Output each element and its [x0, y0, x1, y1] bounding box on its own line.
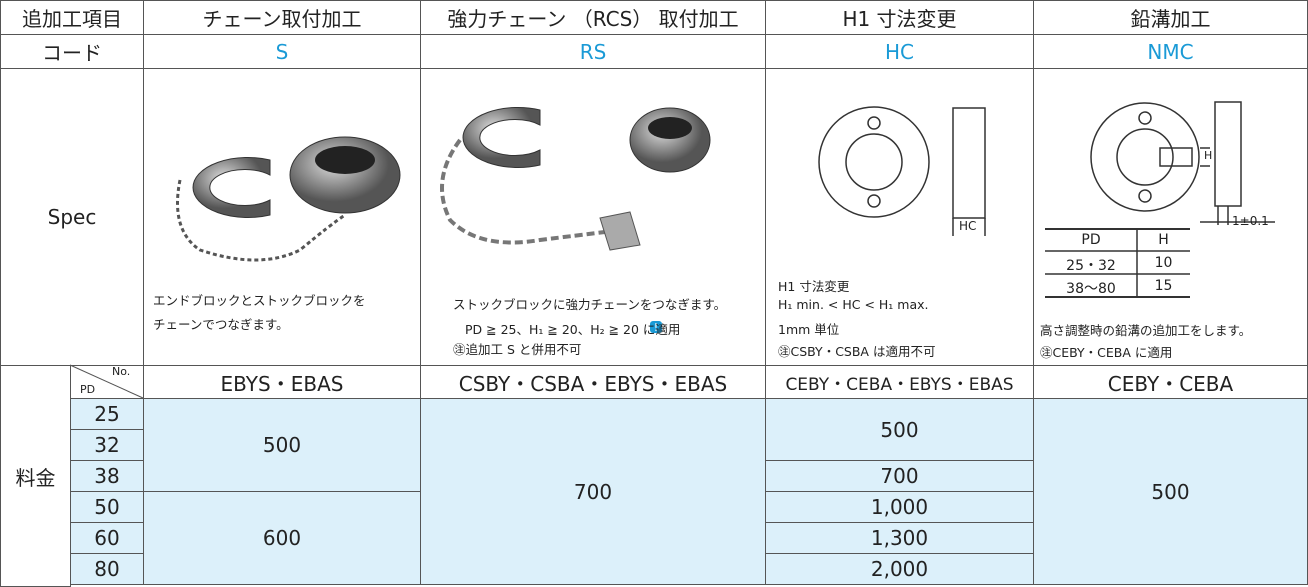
- price-cell: 2,000: [765, 553, 1034, 585]
- model-cell: CEBY・CEBA・EBYS・EBAS: [765, 365, 1034, 399]
- mini-table-cell: 38～80: [1066, 281, 1116, 297]
- price-cell: 700: [765, 460, 1034, 492]
- price-cell: 500: [143, 398, 421, 492]
- corner-no: No.: [112, 365, 131, 378]
- spec-text: ㊟追加工 S と併用不可: [453, 342, 582, 357]
- model-cell: CEBY・CEBA: [1033, 365, 1308, 399]
- svg-text:!: !: [654, 321, 658, 334]
- dimension-label: H: [1204, 149, 1213, 162]
- price-cell: 1,300: [765, 522, 1034, 554]
- pd-cell: 32: [70, 429, 144, 461]
- spec-text: H₁ min. < HC < H₁ max.: [778, 297, 929, 312]
- spec-text: 高さ調整時の鉛溝の追加工をします。: [1040, 323, 1252, 338]
- mini-table-cell: 15: [1154, 278, 1173, 294]
- mini-table-header: PD: [1081, 232, 1101, 248]
- spec-text: ㊟CSBY・CSBA は適用不可: [778, 344, 936, 359]
- price-cell: 500: [1033, 398, 1308, 585]
- spec-text: 1mm 単位: [778, 322, 840, 337]
- price-cell: 600: [143, 491, 421, 585]
- spec-text: H1 寸法変更: [778, 279, 850, 294]
- price-cell: 500: [765, 398, 1034, 461]
- spec-text: チェーンでつなぎます。: [153, 317, 289, 332]
- pd-cell: 80: [70, 553, 144, 585]
- spec-text: ストックブロックに強力チェーンをつなぎます。: [453, 297, 727, 312]
- pd-cell: 50: [70, 491, 144, 523]
- pd-cell: 60: [70, 522, 144, 554]
- dimension-label: HC: [959, 219, 977, 233]
- price-label: 料金: [0, 365, 71, 587]
- price-cell: 1,000: [765, 491, 1034, 523]
- model-cell: EBYS・EBAS: [143, 365, 421, 399]
- mini-table-cell: 10: [1154, 255, 1173, 271]
- corner-pd: PD: [80, 383, 96, 396]
- code-label: コード: [0, 34, 144, 69]
- spec-text: エンドブロックとストックブロックを: [153, 293, 366, 308]
- header-cell: 強力チェーン （RCS） 取付加工: [420, 0, 766, 35]
- code: HC: [765, 34, 1034, 69]
- mini-table-cell: 25・32: [1066, 258, 1116, 274]
- dimension-label: 1±0.1: [1232, 214, 1269, 228]
- spec-text: ㊟CEBY・CEBA に適用: [1040, 345, 1173, 360]
- pd-cell: 25: [70, 398, 144, 430]
- pd-cell: 38: [70, 460, 144, 492]
- mini-table-header: H: [1158, 232, 1169, 248]
- spec-text: PD ≧ 25、H₁ ≧ 20、H₂ ≧ 20 に適用: [465, 322, 681, 337]
- model-cell: CSBY・CSBA・EBYS・EBAS: [420, 365, 766, 399]
- price-cell: 700: [420, 398, 766, 585]
